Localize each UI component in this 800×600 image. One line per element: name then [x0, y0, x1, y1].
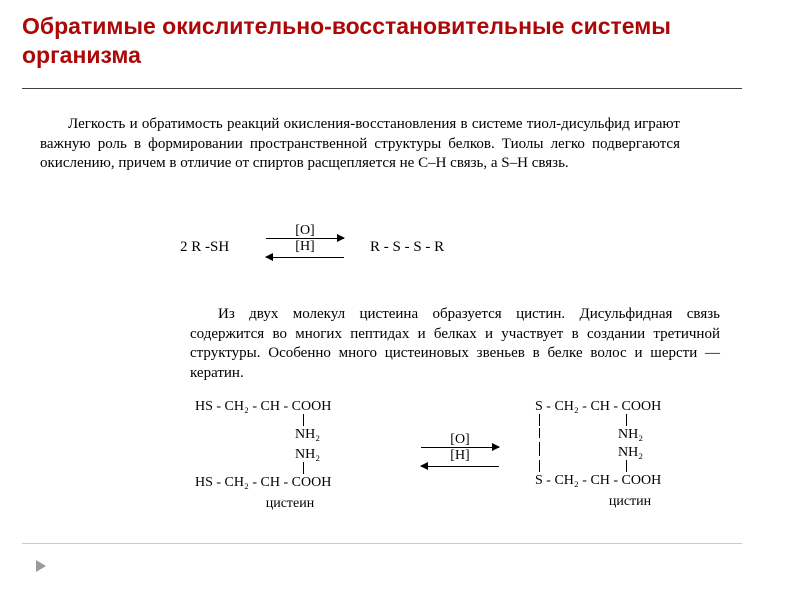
body-underline	[22, 543, 742, 544]
molecule-cysteine: HS - CH₂ - CH - COOH NH₂ NH₂ HS - CH₂ - …	[195, 400, 385, 512]
rxn2-arrows: [O] [H]	[415, 434, 505, 480]
slide: Обратимые окислительно-восстановительные…	[0, 0, 800, 600]
cystine-top: S - CH₂ - CH - COOH	[535, 400, 725, 414]
next-slide-icon[interactable]	[36, 560, 46, 572]
cysteine-caption: цистеин	[195, 496, 385, 512]
paragraph-1: Легкость и обратимость реакций окисления…	[40, 115, 680, 174]
reverse-arrow-icon	[421, 466, 499, 467]
paragraph-1-text: Легкость и обратимость реакций окисления…	[40, 116, 680, 171]
cysteine-nh2-2: NH₂	[195, 448, 385, 462]
cysteine-top: HS - CH₂ - CH - COOH	[195, 400, 385, 414]
cysteine-bottom: HS - CH₂ - CH - COOH	[195, 476, 385, 490]
cysteine-nh2-1: NH₂	[195, 428, 385, 442]
page-title: Обратимые окислительно-восстановительные…	[22, 12, 742, 70]
cystine-caption: цистин	[535, 494, 725, 510]
reverse-arrow-icon	[266, 257, 344, 258]
rxn1-lhs: 2 R -SH	[180, 239, 229, 256]
rxn1-rhs: R - S - S - R	[370, 239, 444, 256]
cystine-nh2-1: NH₂	[618, 427, 643, 442]
cystine-nh2-2: NH₂	[618, 445, 643, 460]
paragraph-2-text: Из двух молекул цистеина образуется цист…	[190, 306, 720, 381]
rxn1-rev-label: [H]	[260, 239, 350, 255]
molecule-cystine: S - CH₂ - CH - COOH NH₂ NH₂ S - CH₂ - CH…	[535, 400, 725, 510]
rxn1-arrows: [O] [H]	[260, 225, 350, 271]
title-underline	[22, 88, 742, 89]
cystine-bottom: S - CH₂ - CH - COOH	[535, 474, 725, 488]
rxn2-rev-label: [H]	[415, 448, 505, 464]
paragraph-2: Из двух молекул цистеина образуется цист…	[190, 305, 720, 383]
